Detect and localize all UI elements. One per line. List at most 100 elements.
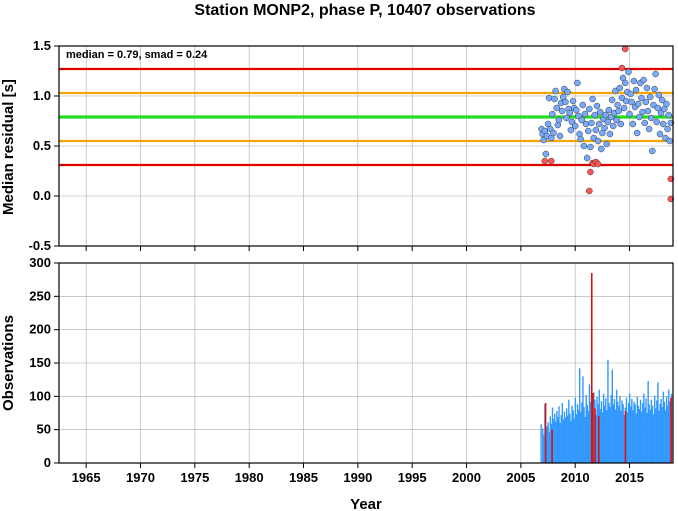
observation-bar — [562, 419, 565, 463]
y-tick-label: 0.5 — [33, 138, 51, 153]
observation-bar — [638, 409, 641, 463]
residual-point — [582, 120, 590, 128]
observation-bar — [559, 423, 561, 463]
observation-bar — [640, 411, 643, 463]
observation-bar — [623, 415, 625, 463]
residual-point — [665, 111, 672, 119]
observation-bar — [608, 403, 610, 463]
observation-bar — [668, 389, 670, 463]
residual-point — [587, 143, 594, 151]
observation-bar — [632, 410, 634, 463]
residual-point — [634, 100, 642, 108]
residual-point — [550, 129, 557, 137]
x-tick-label: 1985 — [289, 470, 318, 485]
observation-bar — [587, 411, 590, 463]
y-tick-label: -0.5 — [29, 238, 51, 253]
residual-point — [551, 95, 558, 103]
observation-bar-outlier — [592, 393, 594, 463]
observation-bar — [615, 389, 618, 463]
residual-point — [614, 101, 621, 109]
observation-bar — [667, 405, 669, 463]
observation-bar-outlier — [590, 273, 593, 463]
residual-point — [578, 116, 585, 124]
observation-bar — [619, 396, 621, 463]
observation-bar — [628, 393, 631, 463]
observation-bar — [606, 410, 608, 463]
observation-bar — [645, 398, 647, 463]
residual-point — [581, 110, 589, 118]
observation-bar — [543, 435, 545, 463]
observation-bar — [589, 401, 592, 463]
y-tick-label: 100 — [29, 388, 51, 403]
observation-bar — [663, 401, 666, 463]
observation-bar — [636, 397, 638, 463]
observation-bar — [565, 408, 568, 463]
residual-y-axis-label: Median residual [s] — [0, 79, 17, 215]
observation-bar — [617, 401, 619, 463]
observation-bar — [653, 395, 656, 463]
observation-bar — [573, 418, 575, 463]
observation-bar — [596, 397, 598, 463]
residual-point — [649, 147, 656, 155]
observation-bar — [613, 399, 616, 463]
residual-point-outlier — [541, 157, 549, 165]
residual-point-outlier — [586, 187, 593, 195]
residual-point — [608, 96, 616, 104]
x-tick-label: 2015 — [615, 470, 644, 485]
residual-point — [633, 129, 641, 137]
residual-point — [629, 120, 637, 128]
residual-point — [648, 114, 655, 122]
observation-bar — [570, 421, 572, 463]
residual-point — [564, 88, 571, 96]
residual-point — [617, 120, 625, 128]
residual-point — [666, 137, 673, 145]
observation-bar — [567, 415, 569, 463]
observation-bar — [612, 404, 615, 463]
observation-bar — [634, 404, 636, 463]
residual-point — [639, 108, 646, 116]
residual-point — [640, 76, 647, 84]
residual-point — [571, 122, 579, 130]
residual-point — [592, 126, 600, 134]
residual-point — [588, 119, 595, 127]
observation-bar — [602, 393, 605, 463]
observation-bar — [631, 399, 633, 463]
residual-point — [623, 97, 630, 105]
observation-bar — [614, 409, 617, 463]
observation-bar — [563, 411, 566, 463]
observation-bar — [568, 399, 570, 463]
residual-point — [616, 84, 624, 92]
observation-bar — [580, 412, 582, 463]
residual-point — [562, 98, 569, 106]
residual-point — [620, 104, 628, 112]
observation-bar — [603, 405, 606, 463]
observation-bar — [542, 428, 544, 463]
observation-bar — [572, 410, 574, 463]
observation-bar — [582, 376, 584, 463]
x-tick-label: 2010 — [561, 470, 590, 485]
residual-point — [636, 113, 643, 121]
observation-bar — [556, 411, 558, 463]
observation-bar — [630, 406, 632, 463]
observation-bar — [558, 406, 560, 463]
residual-point — [621, 79, 629, 87]
observation-bar — [658, 411, 660, 463]
observation-bar — [560, 415, 562, 463]
residual-point-outlier — [667, 195, 675, 203]
residual-point — [549, 110, 556, 118]
observations-x-ticks: 1965 1970 1975 1980 1985 1990 1995 2000 2005 2010… — [72, 463, 644, 485]
observation-bar — [664, 410, 667, 463]
residual-point — [594, 137, 602, 145]
residual-point-outlier — [548, 157, 555, 165]
observation-bar — [569, 413, 571, 463]
residual-point — [615, 107, 622, 115]
observation-bar — [626, 412, 629, 463]
observation-bar-outlier — [670, 397, 672, 463]
residual-point — [601, 124, 608, 132]
observation-bars — [540, 273, 673, 463]
observation-bar — [605, 398, 607, 463]
observation-bar — [635, 413, 637, 463]
residual-point — [595, 120, 603, 128]
observations-y-ticks: 0 50 100 150 200 250 300 — [29, 255, 59, 470]
residual-point — [552, 87, 559, 95]
